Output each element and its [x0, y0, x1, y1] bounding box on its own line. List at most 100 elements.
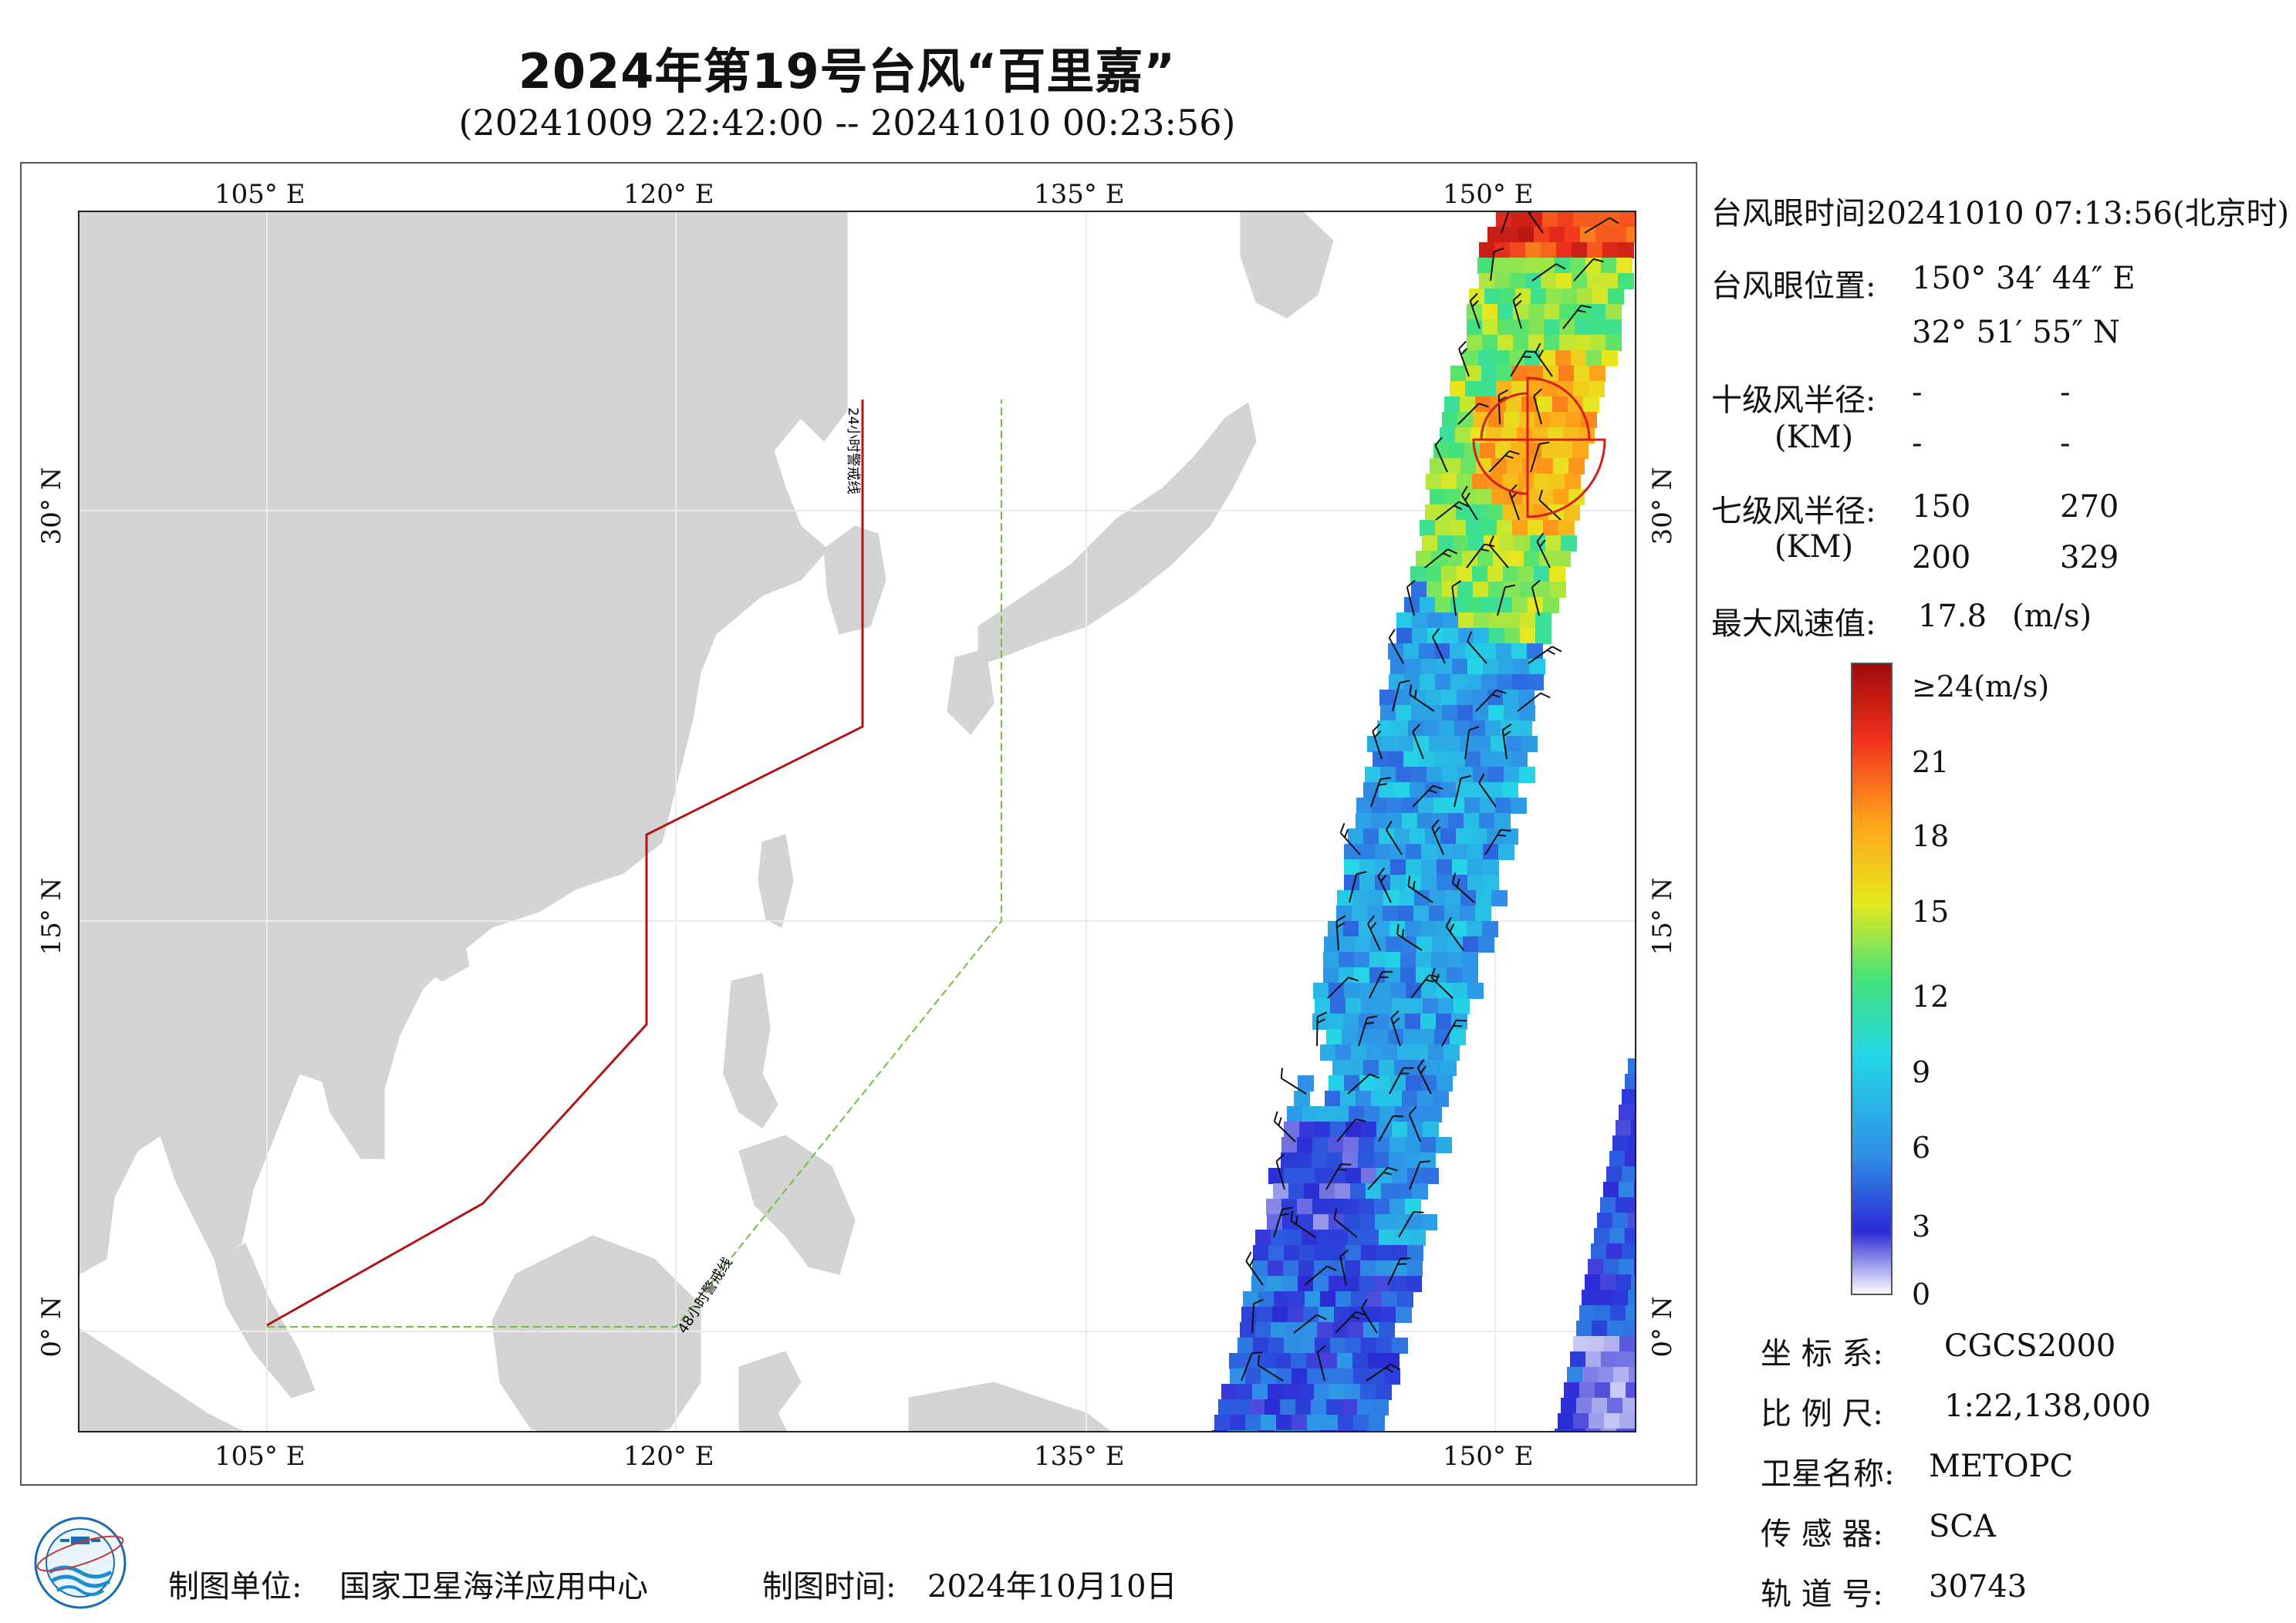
- swath-cell: [1450, 520, 1467, 536]
- wind-barb: [1409, 684, 1435, 712]
- swath-cell: [1361, 1122, 1377, 1138]
- swath-cell: [1317, 1322, 1333, 1338]
- swath-cell: [1417, 813, 1433, 829]
- swath-cell: [1303, 1307, 1319, 1323]
- swath-cell: [1299, 1338, 1315, 1354]
- swath-cell: [1281, 1152, 1297, 1169]
- swath-cell: [1482, 921, 1498, 937]
- swath-cell: [1545, 535, 1562, 552]
- typhoon-eye-marker[interactable]: [1472, 376, 1606, 518]
- wind-barb: [1584, 217, 1619, 234]
- swath-cell: [1472, 690, 1488, 706]
- swath-cell: [1410, 1230, 1426, 1246]
- swath-cell: [1425, 782, 1441, 798]
- swath-cell: [1612, 1290, 1629, 1306]
- swath-cell: [1618, 242, 1634, 258]
- swath-cell: [1364, 1106, 1380, 1122]
- swath-cell: [1417, 1091, 1433, 1107]
- swath-cell: [1280, 1399, 1296, 1415]
- swath-cell: [1524, 551, 1540, 567]
- eye-position-label: 台风眼位置:: [1711, 268, 1876, 304]
- swath-cell: [1557, 443, 1573, 459]
- swath-cell: [1602, 350, 1618, 366]
- swath-cell: [1493, 258, 1509, 274]
- swath-cell: [1258, 1291, 1275, 1308]
- swath-cell: [1429, 906, 1445, 922]
- wind-map[interactable]: 24小时警戒线 48小时警戒线: [22, 164, 1696, 1484]
- scale-value: 1:22,138,000: [1944, 1388, 2151, 1424]
- swath-cell: [1241, 1307, 1258, 1323]
- swath-cell: [1499, 535, 1515, 552]
- swath-cell: [1361, 998, 1377, 1014]
- swath-cell: [1340, 1091, 1356, 1107]
- swath-cell: [1503, 474, 1519, 490]
- land-japan-hokkaido: [1240, 211, 1334, 319]
- swath-cell: [1313, 1276, 1329, 1292]
- swath-cell: [1382, 1044, 1398, 1061]
- swath-cell: [1297, 1137, 1313, 1153]
- wind-barb: [1431, 819, 1444, 855]
- wind-barb: [1562, 305, 1592, 329]
- swath-cell: [1626, 1382, 1636, 1399]
- swath-cell: [1390, 859, 1406, 876]
- swath-cell: [1411, 767, 1427, 783]
- swath-cell: [1535, 612, 1551, 629]
- swath-cell: [1407, 1245, 1423, 1261]
- swath-cell: [1532, 427, 1548, 444]
- swath-cell: [1600, 1274, 1616, 1291]
- swath-cell: [1460, 906, 1476, 922]
- swath-cell: [1592, 288, 1609, 305]
- swath-cell: [1332, 1322, 1349, 1338]
- swath-cell: [1271, 1230, 1287, 1246]
- swath-cell: [1288, 1307, 1304, 1323]
- colorbar-tick-12: 12: [1912, 980, 1950, 1014]
- swath-cell: [1388, 1029, 1404, 1045]
- swath-cell: [1612, 1213, 1629, 1229]
- eye-latitude: 32° 51′ 55″ N: [1912, 315, 2120, 350]
- swath-cell: [1353, 1415, 1369, 1431]
- swath-cell: [1299, 1245, 1315, 1261]
- swath-cell: [1421, 875, 1437, 891]
- swath-cell: [1359, 1276, 1376, 1292]
- swath-cell: [1520, 612, 1536, 629]
- swath-cell: [1577, 288, 1593, 305]
- swath-cell: [1589, 1336, 1605, 1352]
- swath-cell: [1572, 242, 1588, 258]
- swath-cell: [1449, 443, 1465, 459]
- swath-cell: [1405, 1014, 1421, 1030]
- producer-label: 制图单位:: [168, 1569, 302, 1604]
- swath-cell: [1314, 1260, 1330, 1277]
- swath-cell: [1589, 1413, 1605, 1429]
- swath-cell: [1296, 1152, 1312, 1169]
- swath-cell: [1328, 1137, 1344, 1153]
- swath-cell: [1472, 474, 1488, 490]
- swath-cell: [1433, 798, 1450, 814]
- swath-cell: [1313, 983, 1329, 999]
- swath-cell: [1622, 1243, 1636, 1260]
- swath-cell: [1406, 1260, 1423, 1277]
- swath-cell: [1541, 242, 1557, 258]
- swath-cell: [1365, 767, 1381, 783]
- swath-cell: [1568, 458, 1585, 474]
- swath-cell: [1365, 1307, 1381, 1323]
- swath-cell: [1237, 1338, 1254, 1354]
- swath-cell: [1634, 1105, 1636, 1121]
- swath-cell: [1229, 1353, 1245, 1369]
- swath-cell: [1488, 412, 1504, 428]
- swath-cell: [1510, 273, 1526, 289]
- swath-cell: [1457, 705, 1474, 721]
- swath-cell: [1369, 967, 1386, 984]
- swath-cell: [1281, 1199, 1298, 1215]
- colorbar-tick-6: 6: [1912, 1131, 1931, 1165]
- swath-cell: [1484, 535, 1500, 552]
- swath-cell: [1485, 720, 1501, 737]
- swath-cell: [1449, 798, 1465, 814]
- wind-barb: [1501, 723, 1512, 760]
- swath-cell: [1506, 736, 1522, 752]
- swath-cell: [1609, 1151, 1626, 1167]
- swath-cell: [1430, 890, 1446, 906]
- plot-border: [78, 211, 1636, 1432]
- wind-barb: [1388, 629, 1404, 664]
- swath-cell: [1511, 751, 1528, 768]
- swath-cell: [1553, 458, 1569, 474]
